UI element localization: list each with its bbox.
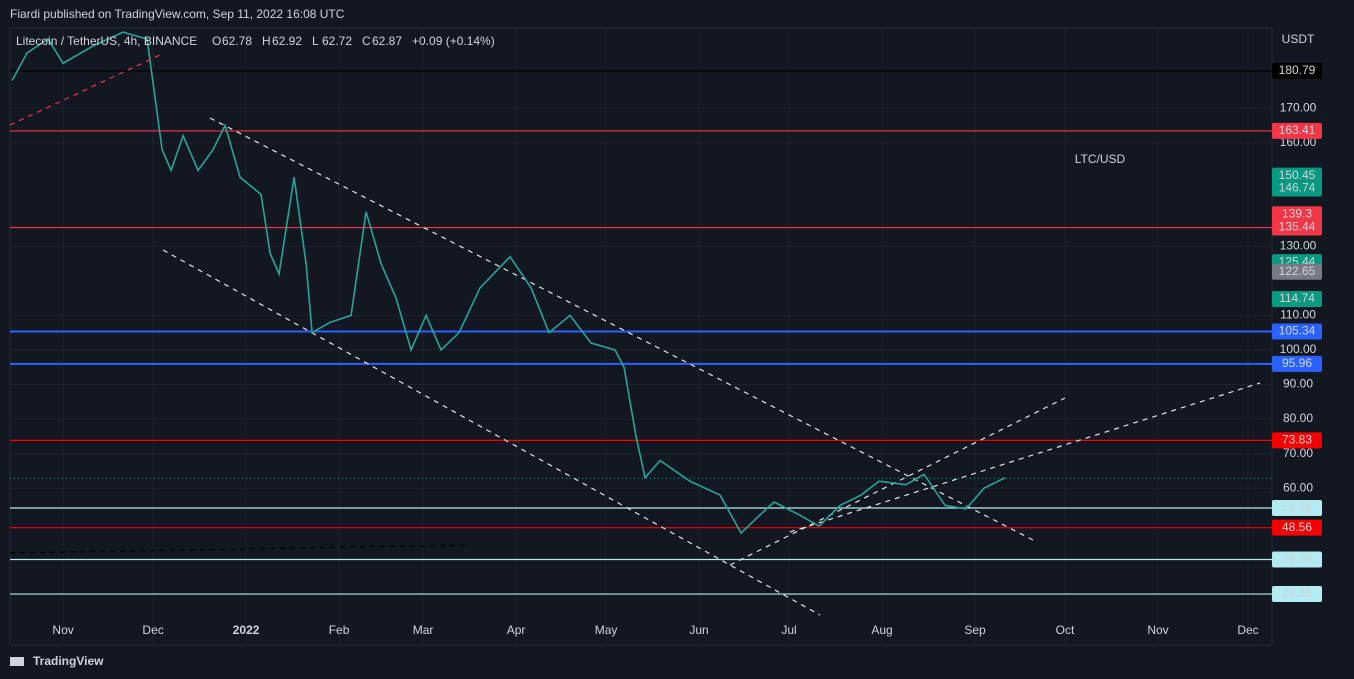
level-badge — [1272, 551, 1322, 568]
price-axis: 60.00 70.00 80.00 90.00 100.00 110.00 130.00 16… — [52, 62, 1322, 637]
price-line — [11, 31, 1006, 535]
level-badge — [1272, 122, 1322, 139]
annotation: LTC/USD — [1075, 152, 1126, 166]
trendline — [789, 382, 1261, 533]
x-tick-label: Nov — [52, 623, 73, 637]
price-badge — [1272, 180, 1322, 197]
publisher-line: Fiardi published on TradingView.com, Sep… — [10, 7, 345, 21]
ohlc: O 62.78 H 62.92 L 62.72 C 62.87 +0.09 (+0.14%) — [212, 34, 495, 48]
trendline — [209, 117, 1034, 541]
price-badge — [1272, 263, 1322, 280]
level-label: 105.34 — [1279, 324, 1316, 338]
y-tick-label: 80.00 — [1283, 411, 1313, 425]
x-tick-label: Jun — [689, 623, 708, 637]
level-label: 135.44 — [1279, 220, 1316, 234]
level-label: 73.83 — [1282, 433, 1312, 447]
level-label: 95.96 — [1282, 356, 1312, 370]
x-tick-label: 2022 — [233, 623, 260, 637]
x-tick-label: Dec — [1237, 623, 1258, 637]
level-label: 54.26 — [1282, 500, 1312, 514]
trendlines — [9, 54, 1261, 616]
ohlc-value: 62.78 — [222, 34, 252, 48]
x-tick-label: Oct — [1056, 623, 1075, 637]
price-label: 114.74 — [1279, 291, 1315, 305]
level-badge — [1272, 586, 1322, 603]
ohlc-value: 62.92 — [272, 34, 302, 48]
x-tick-label: Mar — [413, 623, 434, 637]
trendline — [729, 397, 1066, 566]
ohlc-key: O — [212, 34, 221, 48]
price-change: +0.09 (+0.14%) — [412, 34, 495, 48]
level-label: 48.56 — [1282, 520, 1312, 534]
level-label: 39.34 — [1282, 552, 1312, 566]
y-tick-label: 70.00 — [1283, 446, 1313, 460]
level-badge — [1272, 62, 1322, 79]
level-badge — [1272, 519, 1322, 536]
level-badge — [1272, 355, 1322, 372]
axis-unit: USDT — [1282, 32, 1315, 46]
y-tick-label: 170.00 — [1280, 100, 1317, 114]
price-label: 150.45 — [1279, 168, 1316, 182]
x-tick-label: May — [595, 623, 618, 637]
ohlc-key: L — [312, 34, 319, 48]
y-tick-label: 110.00 — [1280, 308, 1316, 322]
x-tick-label: Jul — [781, 623, 796, 637]
level-label: 163.41 — [1279, 123, 1316, 137]
price-badge — [1272, 291, 1322, 308]
y-tick-label: 130.00 — [1280, 239, 1317, 253]
level-label: 29.35 — [1282, 586, 1312, 600]
x-tick-label: Nov — [1147, 623, 1168, 637]
ohlc-key: C — [362, 34, 371, 48]
x-tick-label: Apr — [507, 623, 526, 637]
level-badge — [1272, 499, 1322, 516]
series — [11, 31, 1006, 535]
levels — [10, 70, 1272, 595]
level-label: 180.79 — [1279, 63, 1316, 77]
price-badge — [1272, 206, 1322, 223]
x-tick-label: Dec — [142, 623, 163, 637]
x-tick-label: Feb — [329, 623, 350, 637]
ohlc-value: 62.72 — [322, 34, 352, 48]
grid — [10, 28, 1272, 645]
y-tick-label: 100.00 — [1280, 342, 1317, 356]
ohlc-key: H — [262, 34, 271, 48]
plot-area — [9, 27, 1273, 646]
price-label: 122.65 — [1279, 264, 1316, 278]
y-tick-label: 90.00 — [1283, 377, 1313, 391]
level-badge — [1272, 323, 1322, 340]
trendline — [9, 54, 161, 126]
y-tick-label: 60.00 — [1283, 480, 1313, 494]
level-badge — [1272, 219, 1322, 236]
ohlc-value: 62.87 — [372, 34, 402, 48]
footer-brand: TradingView — [33, 654, 104, 668]
x-tick-label: Sep — [964, 623, 986, 637]
symbol-title: Litecoin / TetherUS, 4h, BINANCE — [16, 34, 197, 48]
price-label: 146.74 — [1279, 181, 1316, 195]
price-label: 139.3 — [1282, 206, 1312, 220]
x-tick-label: Aug — [871, 623, 892, 637]
logo-mark — [10, 657, 24, 666]
level-badge — [1272, 432, 1322, 449]
price-badge — [1272, 167, 1322, 184]
